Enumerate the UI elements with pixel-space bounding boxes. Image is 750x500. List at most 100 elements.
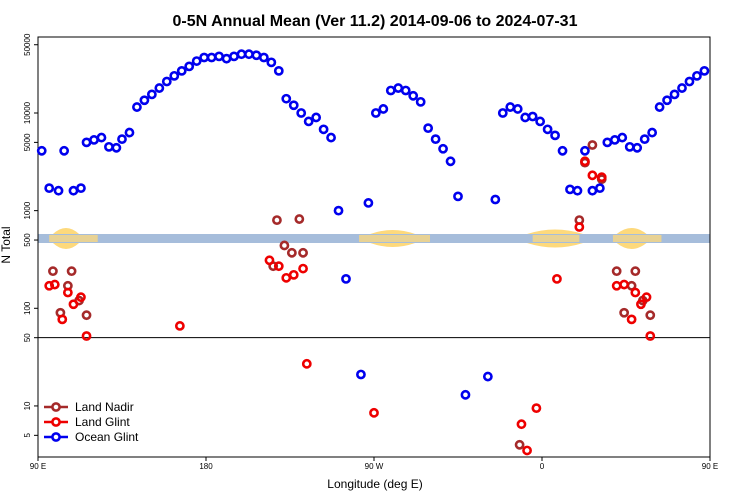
ocean-glint-point	[341, 273, 351, 284]
ocean-glint-point	[527, 111, 538, 122]
land-glint-point	[369, 407, 379, 418]
ocean-glint-point	[266, 57, 277, 68]
ocean-glint-point	[221, 53, 232, 64]
legend-marker-ocean-glint	[51, 432, 61, 442]
ocean-glint-point	[497, 108, 508, 118]
ocean-glint-point	[124, 127, 135, 138]
ocean-glint-point	[117, 134, 127, 145]
land-glint-point	[62, 287, 73, 298]
y-tick-label: 5	[23, 433, 32, 438]
ocean-glint-point	[580, 145, 590, 156]
land-nadir-point	[630, 266, 641, 277]
y-tick-label: 10000	[23, 101, 32, 124]
land-glint-point	[645, 331, 656, 341]
data-points	[36, 49, 710, 456]
land-glint-point	[301, 358, 312, 369]
land-glint-point	[174, 321, 185, 331]
y-axis-ticks: 5 10 50 100 500 1000 5000 10000 50000	[23, 33, 38, 438]
ocean-glint-point	[89, 135, 99, 145]
ocean-glint-point	[296, 108, 307, 118]
land-glint-point	[298, 263, 308, 274]
ocean-glint-point	[214, 51, 224, 62]
ocean-glint-point	[104, 141, 114, 152]
land-glint-point	[580, 156, 590, 167]
legend-marker-land-glint	[51, 417, 61, 427]
ocean-glint-point	[139, 95, 150, 106]
ocean-glint-point	[677, 83, 687, 93]
land-glint-point	[574, 222, 585, 232]
ocean-glint-point	[445, 156, 456, 167]
ocean-glint-point	[453, 191, 463, 202]
ocean-glint-point	[490, 194, 501, 205]
land-glint-point	[44, 280, 55, 291]
y-tick-label: 1000	[23, 201, 32, 219]
ocean-glint-point	[154, 83, 165, 93]
x-tick-label: 90 W	[365, 462, 384, 471]
ocean-glint-point	[333, 205, 344, 216]
ocean-glint-point	[430, 134, 441, 145]
ocean-glint-point	[624, 141, 635, 152]
land-patch	[532, 235, 580, 242]
legend-label-ocean-glint: Ocean Glint	[75, 430, 139, 444]
land-bump	[527, 243, 584, 248]
ocean-glint-point	[565, 184, 575, 195]
land-glint-point	[49, 279, 60, 290]
land-nadir-point	[48, 266, 58, 277]
land-bump	[370, 243, 416, 247]
land-patch	[49, 235, 98, 242]
ocean-glint-point	[318, 124, 329, 135]
ocean-glint-point	[669, 89, 680, 100]
land-glint-point	[273, 261, 284, 272]
ocean-glint-point	[602, 137, 613, 148]
land-nadir-point	[286, 247, 297, 258]
ocean-glint-point	[542, 124, 553, 135]
land-bump	[616, 228, 647, 234]
ocean-glint-point	[44, 183, 55, 194]
ocean-glint-point	[572, 185, 583, 196]
ocean-glint-point	[460, 389, 471, 400]
land-glint-point	[641, 292, 652, 303]
ocean-glint-point	[393, 83, 404, 93]
legend-label-land-glint: Land Glint	[75, 415, 130, 429]
ocean-glint-point	[251, 50, 262, 61]
ocean-glint-point	[482, 371, 493, 382]
land-glint-point	[516, 419, 527, 430]
x-axis-label: Longitude (deg E)	[327, 477, 422, 491]
land-glint-point	[619, 279, 630, 290]
ocean-glint-point	[161, 76, 172, 87]
ocean-glint-point	[96, 132, 107, 143]
y-tick-label: 100	[23, 301, 32, 315]
land-glint-point	[636, 299, 646, 310]
land-nadir-point	[514, 439, 525, 450]
land-glint-point	[626, 314, 637, 325]
ocean-glint-point	[229, 51, 239, 62]
ocean-glint-point	[363, 198, 374, 208]
ocean-glint-point	[587, 185, 598, 196]
plot-frame	[37, 36, 711, 458]
ocean-glint-point	[288, 100, 299, 111]
ocean-glint-point	[356, 369, 366, 380]
ocean-glint-point	[281, 93, 292, 104]
land-nadir-point	[294, 214, 305, 224]
ocean-glint-point	[176, 65, 187, 76]
ocean-glint-point	[370, 108, 381, 118]
land-glint-point	[76, 292, 86, 303]
ocean-glint-point	[415, 96, 426, 107]
land-nadir-point	[619, 307, 630, 318]
y-tick-label: 10	[23, 401, 32, 410]
ocean-glint-point	[184, 61, 195, 72]
land-glint-point	[68, 299, 79, 310]
land-bump	[52, 243, 80, 249]
land-glint-point	[522, 445, 532, 456]
ocean-glint-point	[684, 76, 695, 87]
ocean-glint-point	[617, 132, 628, 143]
land-glint-point	[281, 272, 292, 283]
ocean-glint-point	[273, 65, 284, 76]
chart-title: 0-5N Annual Mean (Ver 11.2) 2014-09-06 t…	[173, 13, 578, 30]
land-bump	[370, 230, 416, 234]
land-nadir-point	[272, 215, 282, 226]
ocean-glint-point	[692, 70, 702, 81]
ocean-glint-point	[111, 142, 122, 153]
